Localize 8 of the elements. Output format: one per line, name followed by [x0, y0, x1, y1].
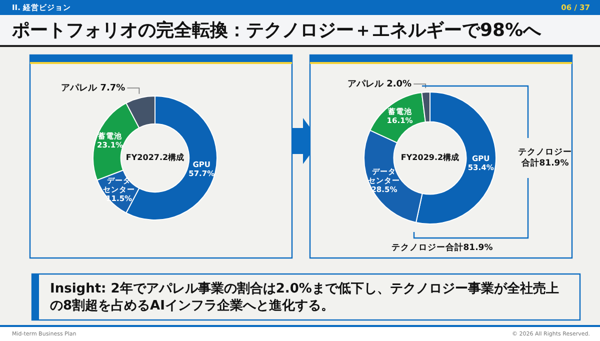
text: テクノロジー合計81.9%	[518, 148, 572, 169]
slice-label: アパレル 7.7%	[61, 83, 126, 94]
text: FY2027.2構成	[126, 153, 184, 162]
slice-label: アパレル 2.0%	[347, 79, 412, 90]
text: テクノロジー合計81.9%	[391, 242, 494, 254]
text: FY2029.2構成	[400, 153, 460, 162]
text: ポートフォリオの完全転換：テクノロジー＋エネルギーで98%へ	[11, 20, 542, 41]
text: Insight: 2年でアパレル事業の割合は2.0%まで低下し、テクノロジー事業が全社売上の8割超を占めるAIインフラ企業へと進化する。	[50, 280, 559, 314]
